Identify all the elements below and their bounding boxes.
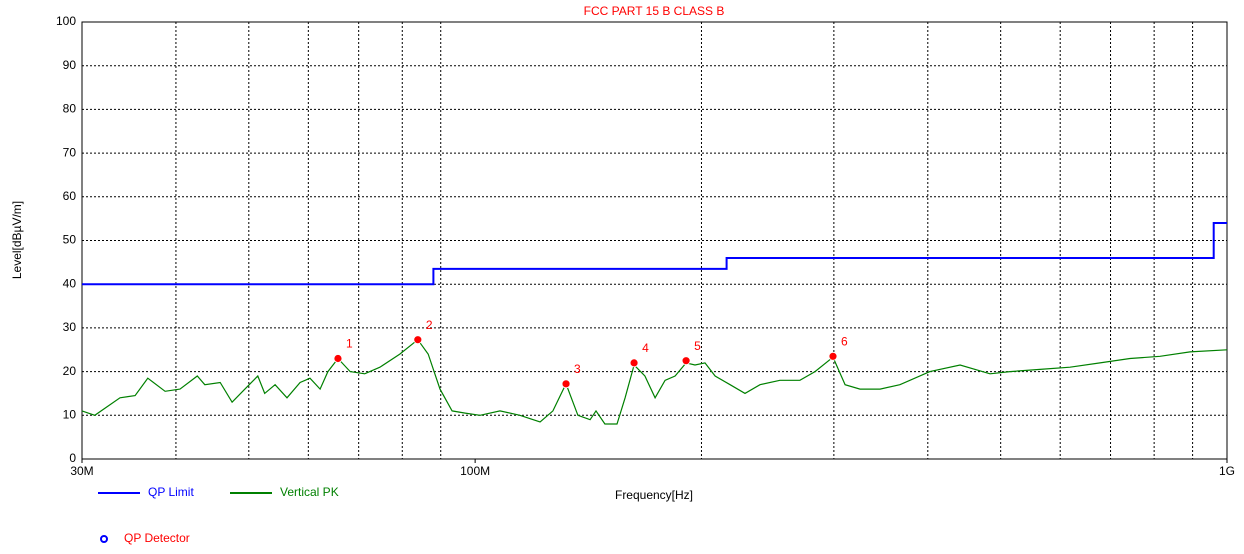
peak-label: 2 xyxy=(426,318,433,332)
plot-frame xyxy=(81,21,1228,460)
series-line xyxy=(81,338,1228,425)
y-tick-label: 60 xyxy=(63,189,77,203)
peak-marker xyxy=(629,358,639,368)
x-axis-label: Frequency[Hz] xyxy=(615,488,693,502)
peak-label: 1 xyxy=(346,337,353,351)
chart-title: FCC PART 15 B CLASS B xyxy=(584,4,725,18)
x-tick-label: 100M xyxy=(460,464,490,478)
peak-marker xyxy=(681,356,691,366)
peak-label: 3 xyxy=(574,362,581,376)
y-tick-label: 70 xyxy=(63,145,77,159)
legend-label: Vertical PK xyxy=(280,485,339,499)
legend-label: QP Limit xyxy=(148,485,194,499)
peak-label: 4 xyxy=(642,341,649,355)
y-tick-label: 50 xyxy=(63,233,77,247)
y-tick-label: 10 xyxy=(63,407,77,421)
legend-marker xyxy=(100,535,108,543)
y-axis-label: Level[dBµV/m] xyxy=(10,201,24,279)
peak-marker xyxy=(413,335,423,345)
series-line xyxy=(82,222,1227,286)
y-tick-label: 20 xyxy=(63,364,77,378)
y-tick-label: 40 xyxy=(63,276,77,290)
y-tick-label: 30 xyxy=(63,320,77,334)
peak-label: 5 xyxy=(694,339,701,353)
x-tick-label: 30M xyxy=(70,464,93,478)
y-tick-label: 0 xyxy=(69,451,76,465)
peak-marker xyxy=(828,351,838,361)
legend-label: QP Detector xyxy=(124,531,190,545)
y-tick-label: 80 xyxy=(63,102,77,116)
y-tick-label: 100 xyxy=(56,14,76,28)
x-tick-label: 1G xyxy=(1219,464,1235,478)
y-tick-label: 90 xyxy=(63,58,77,72)
peak-label: 6 xyxy=(841,334,848,348)
peak-marker xyxy=(333,354,343,363)
peak-marker xyxy=(561,379,571,389)
